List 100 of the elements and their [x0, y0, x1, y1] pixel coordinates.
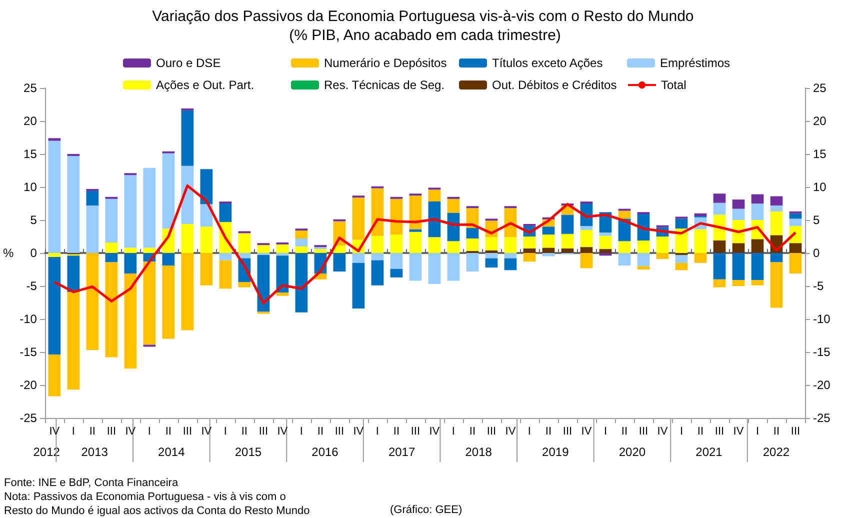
- bar: [504, 258, 517, 270]
- text: 2020: [618, 445, 646, 459]
- bar: [789, 218, 802, 226]
- bar: [618, 253, 631, 266]
- bar: [580, 226, 593, 230]
- bar: [181, 110, 194, 166]
- x-tick-label: IV: [353, 426, 364, 438]
- x-tick-label: III: [486, 426, 496, 438]
- bar: [105, 262, 118, 358]
- legend-label: Ouro e DSE: [156, 56, 221, 70]
- x-tick-label: IV: [505, 426, 516, 438]
- bar: [67, 292, 80, 390]
- x-tick-label: III: [258, 426, 268, 438]
- source-note: Fonte: INE e BdP, Conta Financeira: [4, 477, 179, 489]
- x-tick-label: I: [528, 426, 531, 438]
- bar: [86, 190, 99, 206]
- bar: [694, 229, 707, 253]
- bar: [466, 238, 479, 252]
- bar: [295, 238, 308, 246]
- bar: [238, 233, 251, 253]
- bar: [428, 190, 441, 202]
- bar: [48, 253, 61, 257]
- bar: [352, 253, 365, 263]
- bar: [390, 253, 403, 269]
- bar: [485, 237, 498, 250]
- bar: [200, 253, 213, 286]
- bar: [504, 237, 517, 253]
- bar: [751, 253, 764, 280]
- bar: [48, 138, 61, 141]
- bar: [542, 234, 555, 248]
- bar: [542, 253, 555, 256]
- bar: [523, 253, 536, 262]
- bar: [409, 253, 422, 281]
- x-tick-label: III: [562, 426, 572, 438]
- x-tick-label: II: [697, 426, 704, 438]
- bar: [105, 242, 118, 253]
- x-tick-label: II: [393, 426, 400, 438]
- x-tick-label: III: [790, 426, 800, 438]
- text: 2014: [158, 445, 186, 459]
- text: 2022: [762, 445, 790, 459]
- bar: [447, 198, 460, 213]
- bar: [732, 253, 745, 280]
- bar: [371, 236, 384, 253]
- x-tick-label: I: [148, 426, 151, 438]
- bar: [276, 253, 289, 256]
- x-tick-label: III: [106, 426, 116, 438]
- bar: [580, 230, 593, 248]
- legend-label: Total: [661, 78, 686, 92]
- bar: [599, 253, 612, 256]
- bar: [485, 253, 498, 258]
- text: 2019: [542, 445, 570, 459]
- legend-label: Res. Técnicas de Seg.: [324, 78, 445, 92]
- bar: [751, 204, 764, 220]
- bar: [428, 237, 441, 253]
- y-tick-label: -15: [20, 345, 38, 359]
- bar: [732, 280, 745, 286]
- bar: [219, 204, 232, 222]
- y-tick-label: -10: [20, 312, 38, 326]
- bar: [105, 253, 118, 262]
- bar: [618, 210, 631, 219]
- bar: [637, 266, 650, 270]
- bar: [485, 258, 498, 268]
- bar: [656, 253, 669, 259]
- bar: [599, 232, 612, 236]
- bar: [694, 213, 707, 216]
- bar: [48, 256, 61, 355]
- x-tick-label: II: [469, 426, 476, 438]
- bar: [580, 253, 593, 268]
- bar: [599, 249, 612, 253]
- bar: [124, 273, 137, 368]
- bar: [67, 156, 80, 253]
- bar: [276, 244, 289, 253]
- y2-tick-label: 5: [813, 213, 820, 227]
- text: 2016: [312, 445, 339, 459]
- bar: [789, 243, 802, 253]
- bar: [409, 232, 422, 253]
- bar: [162, 153, 175, 229]
- bar: [238, 282, 251, 288]
- bar: [542, 226, 555, 235]
- bar: [48, 140, 61, 253]
- text: (Gráfico: GEE): [390, 504, 462, 516]
- bar: [295, 230, 308, 238]
- bar: [675, 262, 688, 270]
- bar: [105, 198, 118, 242]
- bar: [390, 268, 403, 278]
- x-tick-label: III: [334, 426, 344, 438]
- x-tick-label: I: [604, 426, 608, 438]
- bar: [466, 228, 479, 238]
- bar: [561, 248, 574, 253]
- x-tick-label: IV: [429, 426, 440, 438]
- line-series: [53, 184, 797, 304]
- x-tick-label: IV: [733, 426, 744, 438]
- bar: [181, 224, 194, 253]
- x-tick-label: I: [452, 426, 455, 438]
- bar: [542, 248, 555, 253]
- x-tick-label: IV: [581, 426, 592, 438]
- chart-title: Variação dos Passivos da Economia Portuguesa vis-à-vis com o Resto do Mundo (% PIB, Ano acabado em cada trimestre): [152, 8, 698, 44]
- y2-tick-label: -25: [813, 411, 831, 425]
- bar: [200, 226, 213, 253]
- bar: [523, 236, 536, 248]
